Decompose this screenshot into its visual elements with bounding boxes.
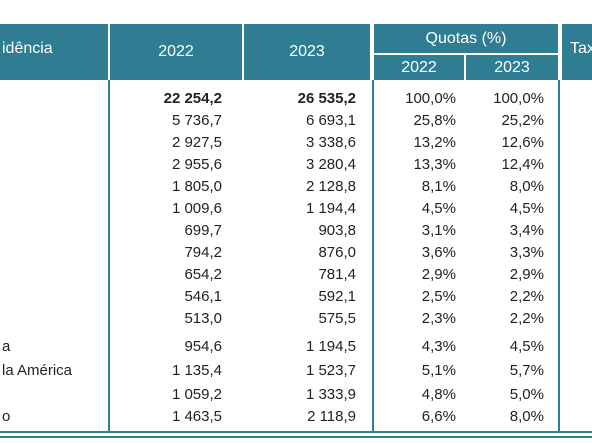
value-2023: 1 333,9 (305, 386, 356, 403)
quota-2022: 13,3% (413, 156, 456, 173)
quota-2023: 100,0% (493, 90, 544, 107)
value-2022: 22 254,2 (163, 90, 222, 107)
quota-2023: 2,2% (509, 310, 544, 327)
table-row: o 1 463,5 2 118,9 6,6% 8,0% (0, 406, 592, 428)
value-2023: 876,0 (318, 244, 356, 261)
value-2023: 1 523,7 (305, 362, 356, 379)
table-row: 2 927,5 3 338,6 13,2% 12,6% (0, 132, 592, 154)
header-quotas: Quotas (%) (374, 24, 558, 53)
table-row: 2 955,6 3 280,4 13,3% 12,4% (0, 154, 592, 176)
table-row: 699,7 903,8 3,1% 3,4% (0, 220, 592, 242)
quota-2023: 5,0% (509, 386, 544, 403)
row-label: a (2, 338, 11, 355)
table-row: 513,0 575,5 2,3% 2,2% (0, 308, 592, 330)
value-2022: 654,2 (184, 266, 222, 283)
header-quotas-label: Quotas (%) (425, 29, 507, 47)
header-quotas-2022: 2022 (374, 55, 464, 80)
row-label: la América (2, 362, 73, 379)
quota-2022: 25,8% (413, 112, 456, 129)
value-2023: 903,8 (318, 222, 356, 239)
table-row: a 954,6 1 194,5 4,3% 4,5% (0, 336, 592, 358)
quota-2023: 3,4% (509, 222, 544, 239)
value-2023: 2 118,9 (307, 408, 356, 425)
value-2022: 1 009,6 (171, 200, 222, 217)
table-row: 1 805,0 2 128,8 8,1% 8,0% (0, 176, 592, 198)
value-2022: 513,0 (184, 310, 222, 327)
table-row: 5 736,7 6 693,1 25,8% 25,2% (0, 110, 592, 132)
value-2022: 1 805,0 (171, 178, 222, 195)
quota-2023: 5,7% (509, 362, 544, 379)
header-residence: idência (0, 24, 108, 80)
value-2023: 2 128,8 (305, 178, 356, 195)
value-2023: 1 194,4 (305, 200, 356, 217)
value-2022: 699,7 (184, 222, 222, 239)
value-2023: 3 338,6 (305, 134, 356, 151)
value-2023: 781,4 (318, 266, 356, 283)
value-2022: 2 955,6 (171, 156, 222, 173)
table-row: 1 059,2 1 333,9 4,8% 5,0% (0, 384, 592, 406)
quota-2023: 4,5% (509, 338, 544, 355)
quota-2022: 100,0% (405, 90, 456, 107)
value-2022: 954,6 (184, 338, 222, 355)
quota-2023: 8,0% (509, 408, 544, 425)
table-row: 654,2 781,4 2,9% 2,9% (0, 264, 592, 286)
header-quotas-2023: 2023 (466, 55, 558, 80)
quota-2022: 3,6% (421, 244, 456, 261)
divider-col-3 (558, 80, 560, 432)
header-2023-label: 2023 (289, 43, 325, 60)
value-2022: 546,1 (184, 288, 222, 305)
value-2022: 5 736,7 (171, 112, 222, 129)
value-2022: 1 135,4 (171, 362, 222, 379)
value-2023: 592,1 (318, 288, 356, 305)
quota-2022: 2,3% (421, 310, 456, 327)
quota-2023: 8,0% (509, 178, 544, 195)
divider-col-1 (108, 80, 110, 432)
table-row: 546,1 592,1 2,5% 2,2% (0, 286, 592, 308)
quota-2023: 4,5% (509, 200, 544, 217)
row-label: o (2, 408, 11, 425)
header-residence-label: idência (2, 40, 53, 57)
value-2022: 1 463,5 (171, 408, 222, 425)
quota-2023: 12,4% (501, 156, 544, 173)
quota-2022: 2,5% (421, 288, 456, 305)
quota-2022: 3,1% (421, 222, 456, 239)
table-row: 22 254,2 26 535,2 100,0% 100,0% (0, 88, 592, 110)
quota-2023: 2,2% (509, 288, 544, 305)
table-row: 794,2 876,0 3,6% 3,3% (0, 242, 592, 264)
header-quotas-2023-label: 2023 (494, 58, 530, 76)
header-tax-label: Tax (570, 40, 592, 57)
value-2022: 1 059,2 (171, 386, 222, 403)
quota-2023: 12,6% (501, 134, 544, 151)
header-2022: 2022 (110, 24, 242, 80)
value-2023: 575,5 (318, 310, 356, 327)
table-bottom-border-2 (0, 436, 592, 438)
quota-2022: 2,9% (421, 266, 456, 283)
header-tax: Tax (562, 24, 592, 80)
quota-2022: 4,5% (421, 200, 456, 217)
value-2022: 2 927,5 (171, 134, 222, 151)
table-row: 1 009,6 1 194,4 4,5% 4,5% (0, 198, 592, 220)
header-2022-label: 2022 (158, 43, 194, 60)
quota-2022: 4,8% (421, 386, 456, 403)
table-body: 22 254,2 26 535,2 100,0% 100,0% 5 736,7 … (0, 88, 592, 428)
quota-2022: 5,1% (421, 362, 456, 379)
table-row: la América 1 135,4 1 523,7 5,1% 5,7% (0, 360, 592, 382)
header-quotas-2022-label: 2022 (401, 58, 437, 76)
quota-2022: 4,3% (421, 338, 456, 355)
header-2023: 2023 (244, 24, 370, 80)
value-2023: 26 535,2 (297, 90, 356, 107)
value-2023: 6 693,1 (305, 112, 356, 129)
quota-2022: 6,6% (421, 408, 456, 425)
table-bottom-border (0, 431, 592, 433)
value-2023: 1 194,5 (305, 338, 356, 355)
quota-2023: 25,2% (501, 112, 544, 129)
quota-2023: 2,9% (509, 266, 544, 283)
table-header: idência 2022 2023 Quotas (%) 2022 2023 T… (0, 24, 592, 80)
quota-2022: 13,2% (413, 134, 456, 151)
quota-2022: 8,1% (421, 178, 456, 195)
quota-2023: 3,3% (509, 244, 544, 261)
value-2023: 3 280,4 (305, 156, 356, 173)
value-2022: 794,2 (184, 244, 222, 261)
divider-col-2 (372, 80, 374, 432)
